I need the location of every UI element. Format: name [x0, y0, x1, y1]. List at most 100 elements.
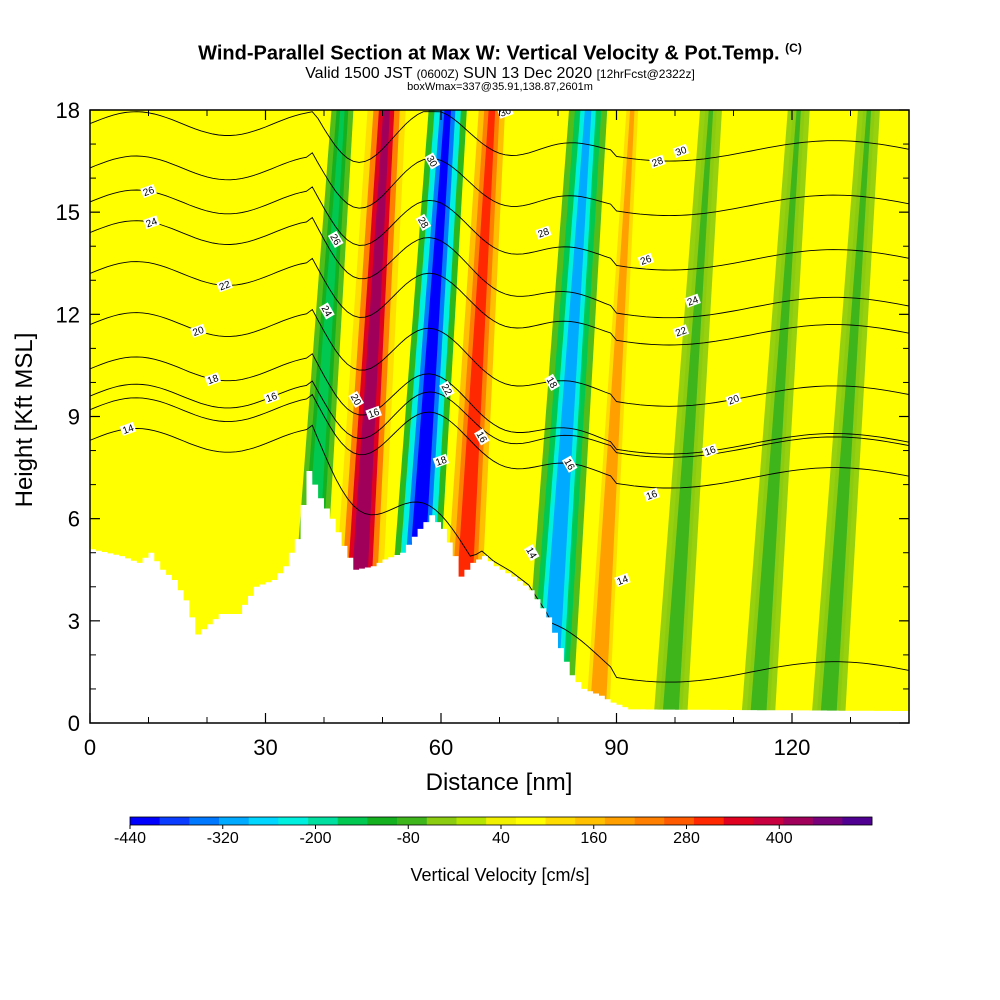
- contour-label-text: 26: [639, 254, 654, 268]
- chart-title-text: Wind-Parallel Section at Max W: Vertical…: [198, 42, 780, 65]
- contour-label-text: 24: [686, 294, 701, 308]
- contour-label-bg: [672, 143, 690, 158]
- y-tick-label: 0: [68, 711, 80, 736]
- contour-label: 30: [672, 143, 690, 159]
- contour-label: 14: [523, 544, 540, 562]
- colorbar-swatch: [486, 817, 517, 825]
- colorbar-label: Vertical Velocity [cm/s]: [410, 865, 589, 885]
- colorbar: -440 -320 -200 -80 40 160 280 400: [114, 816, 873, 847]
- contour-label-text: 26: [327, 232, 342, 248]
- colorbar-tick-label: 40: [492, 830, 510, 847]
- colorbar-swatch: [842, 817, 873, 825]
- contour-label: 20: [348, 390, 365, 409]
- contour-label-bg: [474, 428, 490, 446]
- velocity-band: [661, 110, 714, 723]
- colorbar-tick-label: 400: [766, 830, 793, 847]
- colorbar-tick-label: -440: [114, 830, 146, 847]
- y-tick-label: 18: [56, 98, 80, 123]
- contour-label: 26: [637, 252, 655, 268]
- contour-label-bg: [725, 392, 742, 407]
- contour-label: 22: [216, 278, 233, 293]
- contour-label-text: 18: [544, 375, 559, 391]
- contour-label-bg: [204, 372, 222, 387]
- colorbar-tick-label: -80: [397, 830, 420, 847]
- velocity-band: [749, 110, 801, 723]
- colorbar-swatch: [634, 817, 665, 825]
- colorbar-swatch: [159, 817, 190, 825]
- contour-label-bg: [319, 302, 335, 320]
- contour-label-bg: [649, 154, 666, 169]
- colorbar-tick-label: 160: [580, 830, 607, 847]
- contour-label: 22: [672, 324, 690, 339]
- colorbar-swatch: [130, 817, 160, 825]
- contour-label-bg: [643, 487, 660, 502]
- contour-label-text: 24: [145, 216, 160, 230]
- colorbar-swatch: [397, 817, 428, 825]
- contour-label: 28: [649, 154, 666, 170]
- isentrope-18: [90, 353, 909, 455]
- subtitle-date: SUN 13 Dec 2020: [463, 64, 593, 82]
- contour-label-bg: [140, 184, 157, 199]
- contour-label: 16: [643, 487, 660, 503]
- subtitle-valid: Valid 1500 JST: [305, 64, 413, 82]
- contour-label-text: 16: [703, 444, 718, 458]
- contour-label: 16: [473, 428, 490, 446]
- colorbar-tick-label: 280: [673, 830, 700, 847]
- contour-label-text: 30: [499, 105, 514, 119]
- contour-label-bg: [523, 544, 540, 562]
- contour-label: 16: [561, 455, 578, 473]
- contour-label: 20: [725, 392, 742, 408]
- contour-label-bg: [684, 293, 701, 308]
- x-tick-label: 30: [253, 735, 277, 760]
- y-tick-label: 12: [56, 302, 80, 327]
- contour-label-text: 30: [424, 154, 439, 170]
- colorbar-swatch: [308, 817, 339, 825]
- colorbar-swatch: [782, 817, 813, 825]
- contour-label-text: 16: [367, 407, 382, 421]
- y-tick-label: 6: [68, 507, 80, 532]
- y-tick-label: 15: [56, 200, 80, 225]
- isentrope-28: [90, 152, 909, 217]
- contour-label: 16: [701, 443, 719, 459]
- contour-label-bg: [432, 453, 450, 468]
- contour-label-text: 16: [265, 391, 280, 405]
- isentrope-14: [90, 424, 909, 683]
- contour-label: 16: [365, 405, 382, 421]
- contour-label-bg: [637, 252, 655, 267]
- contour-label: 30: [497, 105, 514, 120]
- contour-label: 28: [535, 225, 552, 241]
- colorbar-swatch: [515, 817, 546, 825]
- contour-label: 20: [189, 323, 207, 339]
- velocity-bands: [284, 110, 880, 723]
- colorbar-swatch: [278, 817, 309, 825]
- contour-label-text: 30: [674, 145, 689, 159]
- contour-label-text: 14: [523, 546, 538, 562]
- contour-label-bg: [415, 213, 432, 231]
- terrain: [90, 471, 909, 723]
- contour-label-text: 28: [415, 215, 430, 231]
- x-axis-label: Distance [nm]: [426, 769, 573, 796]
- chart-subtitle-2: boxWmax=337@35.91,138.87,2601m: [407, 80, 593, 93]
- axes: 0 30 60 90 120 0 3 6 9 12 15 18: [56, 98, 909, 760]
- contour-label: 16: [263, 390, 280, 405]
- colorbar-swatch: [723, 817, 754, 825]
- isentrope-16: [90, 380, 909, 458]
- velocity-band: [447, 110, 496, 723]
- contour-label-bg: [561, 455, 578, 473]
- colorbar-swatch: [337, 817, 368, 825]
- contour-label: 18: [204, 372, 222, 387]
- contour-label-text: 14: [616, 574, 631, 588]
- contour-label-text: 22: [438, 382, 453, 398]
- contour-label-text: 26: [142, 185, 157, 199]
- contour-label-bg: [701, 443, 719, 458]
- colorbar-swatch: [456, 817, 487, 825]
- contour-label-text: 28: [651, 155, 666, 169]
- contour-label-text: 28: [537, 226, 552, 240]
- contour-label: 22: [438, 380, 455, 398]
- contour-label-bg: [348, 390, 365, 409]
- isentrope-26: [90, 186, 909, 271]
- contour-label-bg: [439, 380, 455, 398]
- colorbar-swatch: [753, 817, 784, 825]
- velocity-band: [589, 110, 635, 723]
